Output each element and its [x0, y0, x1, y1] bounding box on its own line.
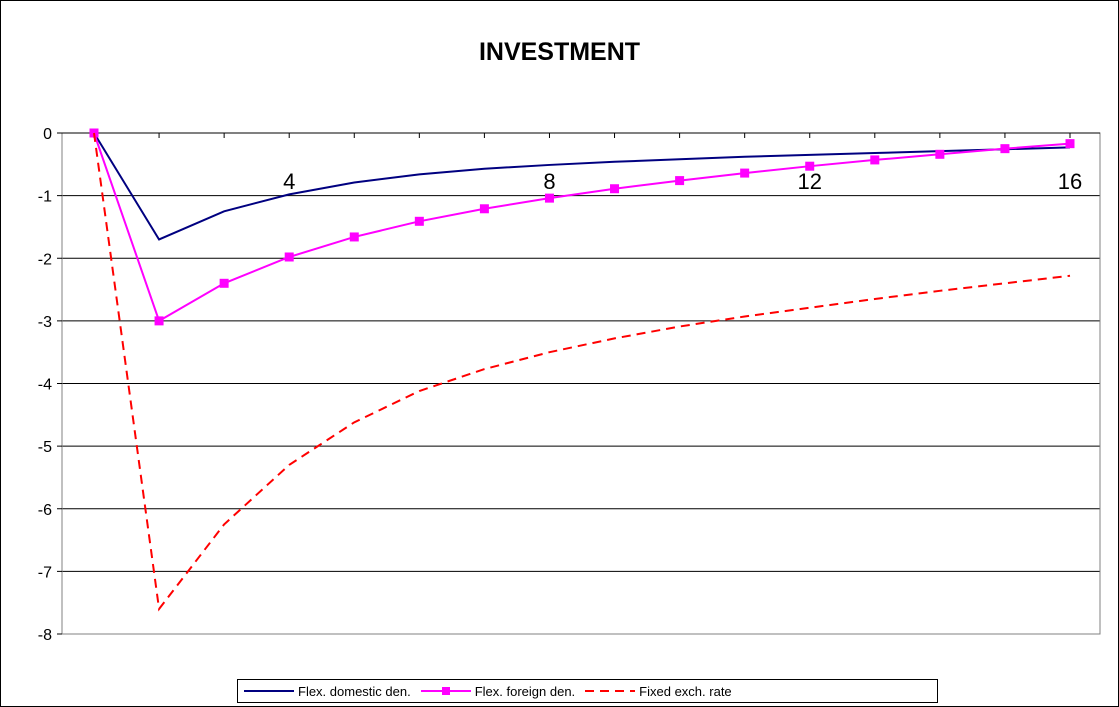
legend-entry-2: Fixed exch. rate [585, 684, 732, 699]
gridlines [62, 195, 1100, 635]
data-point [1000, 144, 1010, 154]
y-tick-label: -2 [38, 251, 52, 268]
y-tick-label: -3 [38, 314, 52, 331]
legend-swatch [420, 687, 471, 695]
x-tick-label: 16 [1058, 169, 1082, 194]
series-lines [89, 128, 1075, 612]
data-point [349, 232, 359, 242]
x-tick-label: 12 [797, 169, 821, 194]
axes [57, 132, 1101, 635]
series-line-0 [93, 132, 1071, 241]
series-line-2 [93, 132, 1071, 612]
legend-entry-1: Flex. foreign den. [420, 683, 576, 699]
series-line-1 [93, 132, 1071, 323]
y-tick-label: -7 [38, 564, 52, 581]
legend-label: Fixed exch. rate [639, 683, 732, 699]
data-point [805, 161, 815, 171]
data-point [740, 168, 750, 178]
data-point [1065, 139, 1075, 149]
y-tick-label: -8 [38, 627, 52, 644]
y-tick-label: -4 [38, 377, 52, 394]
legend-label: Flex. domestic den. [298, 683, 411, 699]
y-tick-label: -6 [38, 502, 52, 519]
y-tick-label: -1 [38, 189, 52, 206]
y-tick-label: -5 [38, 439, 52, 456]
data-point [219, 278, 229, 288]
y-tick-label: 0 [43, 126, 52, 143]
chart-title: INVESTMENT [478, 38, 641, 66]
x-tick-label: 4 [283, 169, 295, 194]
data-point [610, 184, 620, 194]
data-point [544, 193, 554, 203]
legend-swatch [244, 690, 294, 692]
x-tick-label: 8 [543, 169, 555, 194]
legend-swatch [585, 690, 636, 692]
tick-labels: 0 -1 -2 -3 -4 -5 -6 -7 -8 4 8 12 16 [38, 126, 1082, 644]
data-point [870, 155, 880, 165]
data-point [414, 216, 424, 226]
legend: Flex. domestic den. Flex. foreign den. Fix… [237, 679, 938, 703]
data-point [154, 316, 164, 326]
legend-entry-0: Flex. domestic den. [244, 684, 411, 699]
data-point [935, 149, 945, 159]
data-point [479, 204, 489, 214]
data-point [675, 176, 685, 186]
legend-label: Flex. foreign den. [474, 683, 576, 699]
data-point [284, 252, 294, 262]
